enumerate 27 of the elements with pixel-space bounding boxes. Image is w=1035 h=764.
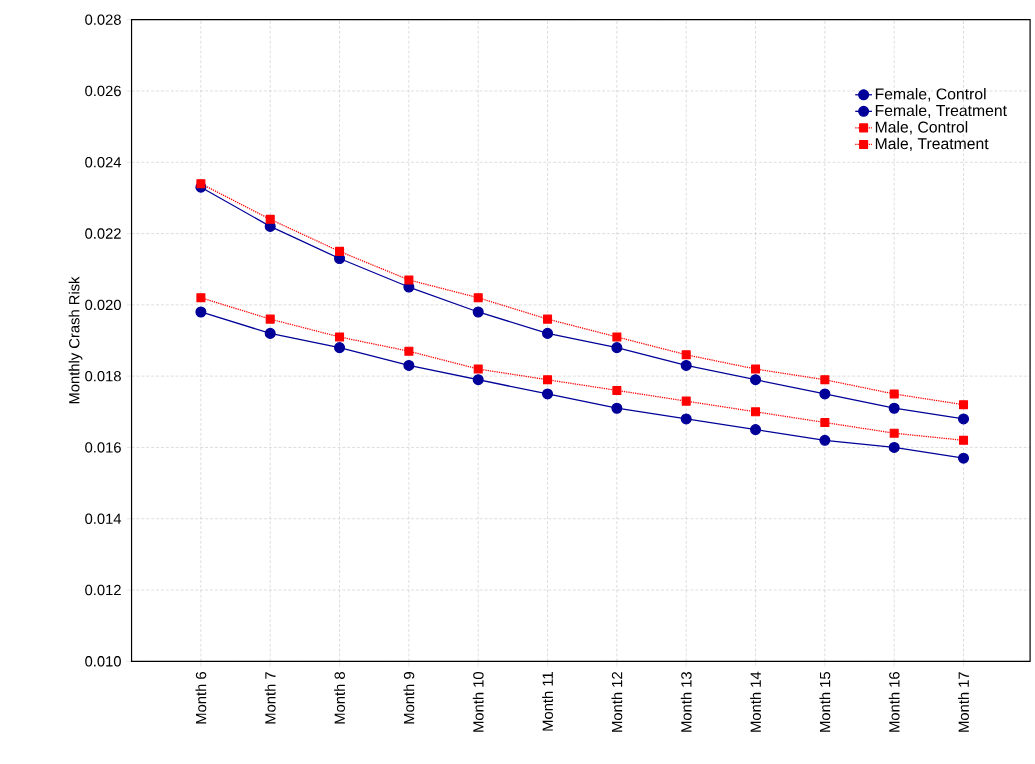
y-tick-label: 0.014 [85, 513, 122, 525]
legend-label: Male, Control [875, 121, 968, 135]
y-tick-label: 0.020 [85, 299, 121, 311]
x-tick-label: Month 14 [750, 671, 761, 732]
y-tick-label: 0.022 [85, 228, 121, 239]
y-axis-title: Monthly Crash Risk [68, 276, 83, 404]
y-tick-label: 0.018 [85, 371, 121, 382]
y-tick-label: 0.012 [85, 584, 121, 596]
legend-label: Male, Treatment [875, 137, 989, 152]
legend-label: Female, Control [875, 88, 986, 102]
x-tick-label: Month 15 [819, 672, 831, 732]
x-tick-label: Month 6 [195, 672, 207, 724]
y-tick-label: 0.016 [85, 442, 121, 453]
y-tick-label: 0.010 [85, 656, 121, 667]
legend-label: Female, Treatment [875, 104, 1007, 119]
y-tick-label: 0.026 [85, 85, 121, 97]
y-tick-label: 0.024 [85, 157, 122, 168]
x-tick-label: Month 17 [958, 672, 969, 732]
x-tick-label: Month 13 [680, 672, 692, 732]
x-tick-label: Month 16 [888, 672, 900, 732]
x-tick-label: Month 12 [611, 672, 623, 732]
x-tick-label: Month 8 [334, 672, 345, 724]
x-tick-label: Month 11 [542, 672, 553, 731]
x-tick-label: Month 7 [264, 672, 276, 724]
x-tick-label: Month 9 [403, 672, 415, 724]
y-tick-label: 0.028 [85, 14, 121, 26]
x-tick-label: Month 10 [472, 672, 484, 732]
